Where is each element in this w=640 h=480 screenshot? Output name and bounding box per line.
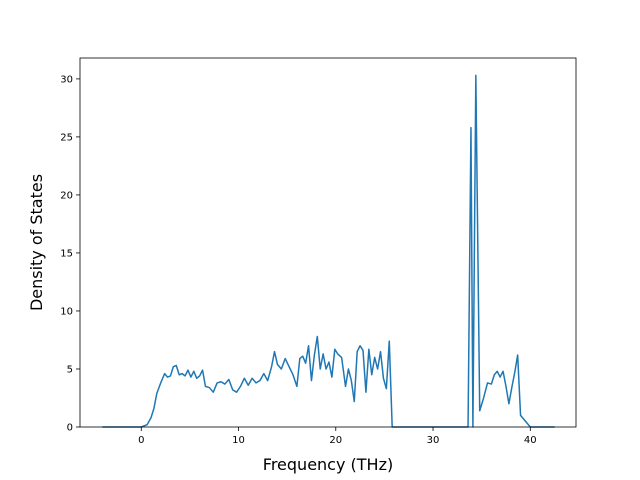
dos-series-line-0	[102, 74, 555, 428]
x-tick-label: 40	[524, 435, 537, 446]
plot-background	[80, 58, 576, 427]
x-tick-label: 30	[427, 435, 440, 446]
y-tick-label: 10	[60, 306, 73, 317]
x-axis-ticks: 0 10 20 30 40	[138, 427, 537, 446]
x-tick-label: 20	[329, 435, 342, 446]
y-tick-label: 30	[60, 74, 73, 85]
y-axis-ticks: 0 5 10 15 20 25 30	[60, 74, 80, 434]
y-tick-label: 0	[67, 423, 73, 434]
x-tick-label: 10	[232, 435, 245, 446]
y-axis-label: Density of States	[27, 174, 46, 311]
series-layer	[102, 74, 555, 428]
x-tick-label: 0	[138, 435, 144, 446]
y-tick-label: 15	[60, 248, 73, 259]
y-tick-label: 20	[60, 190, 73, 201]
y-tick-label: 5	[67, 364, 73, 375]
plot-frame	[79, 57, 577, 428]
y-tick-label: 25	[60, 132, 73, 143]
x-axis-label: Frequency (THz)	[263, 455, 393, 474]
